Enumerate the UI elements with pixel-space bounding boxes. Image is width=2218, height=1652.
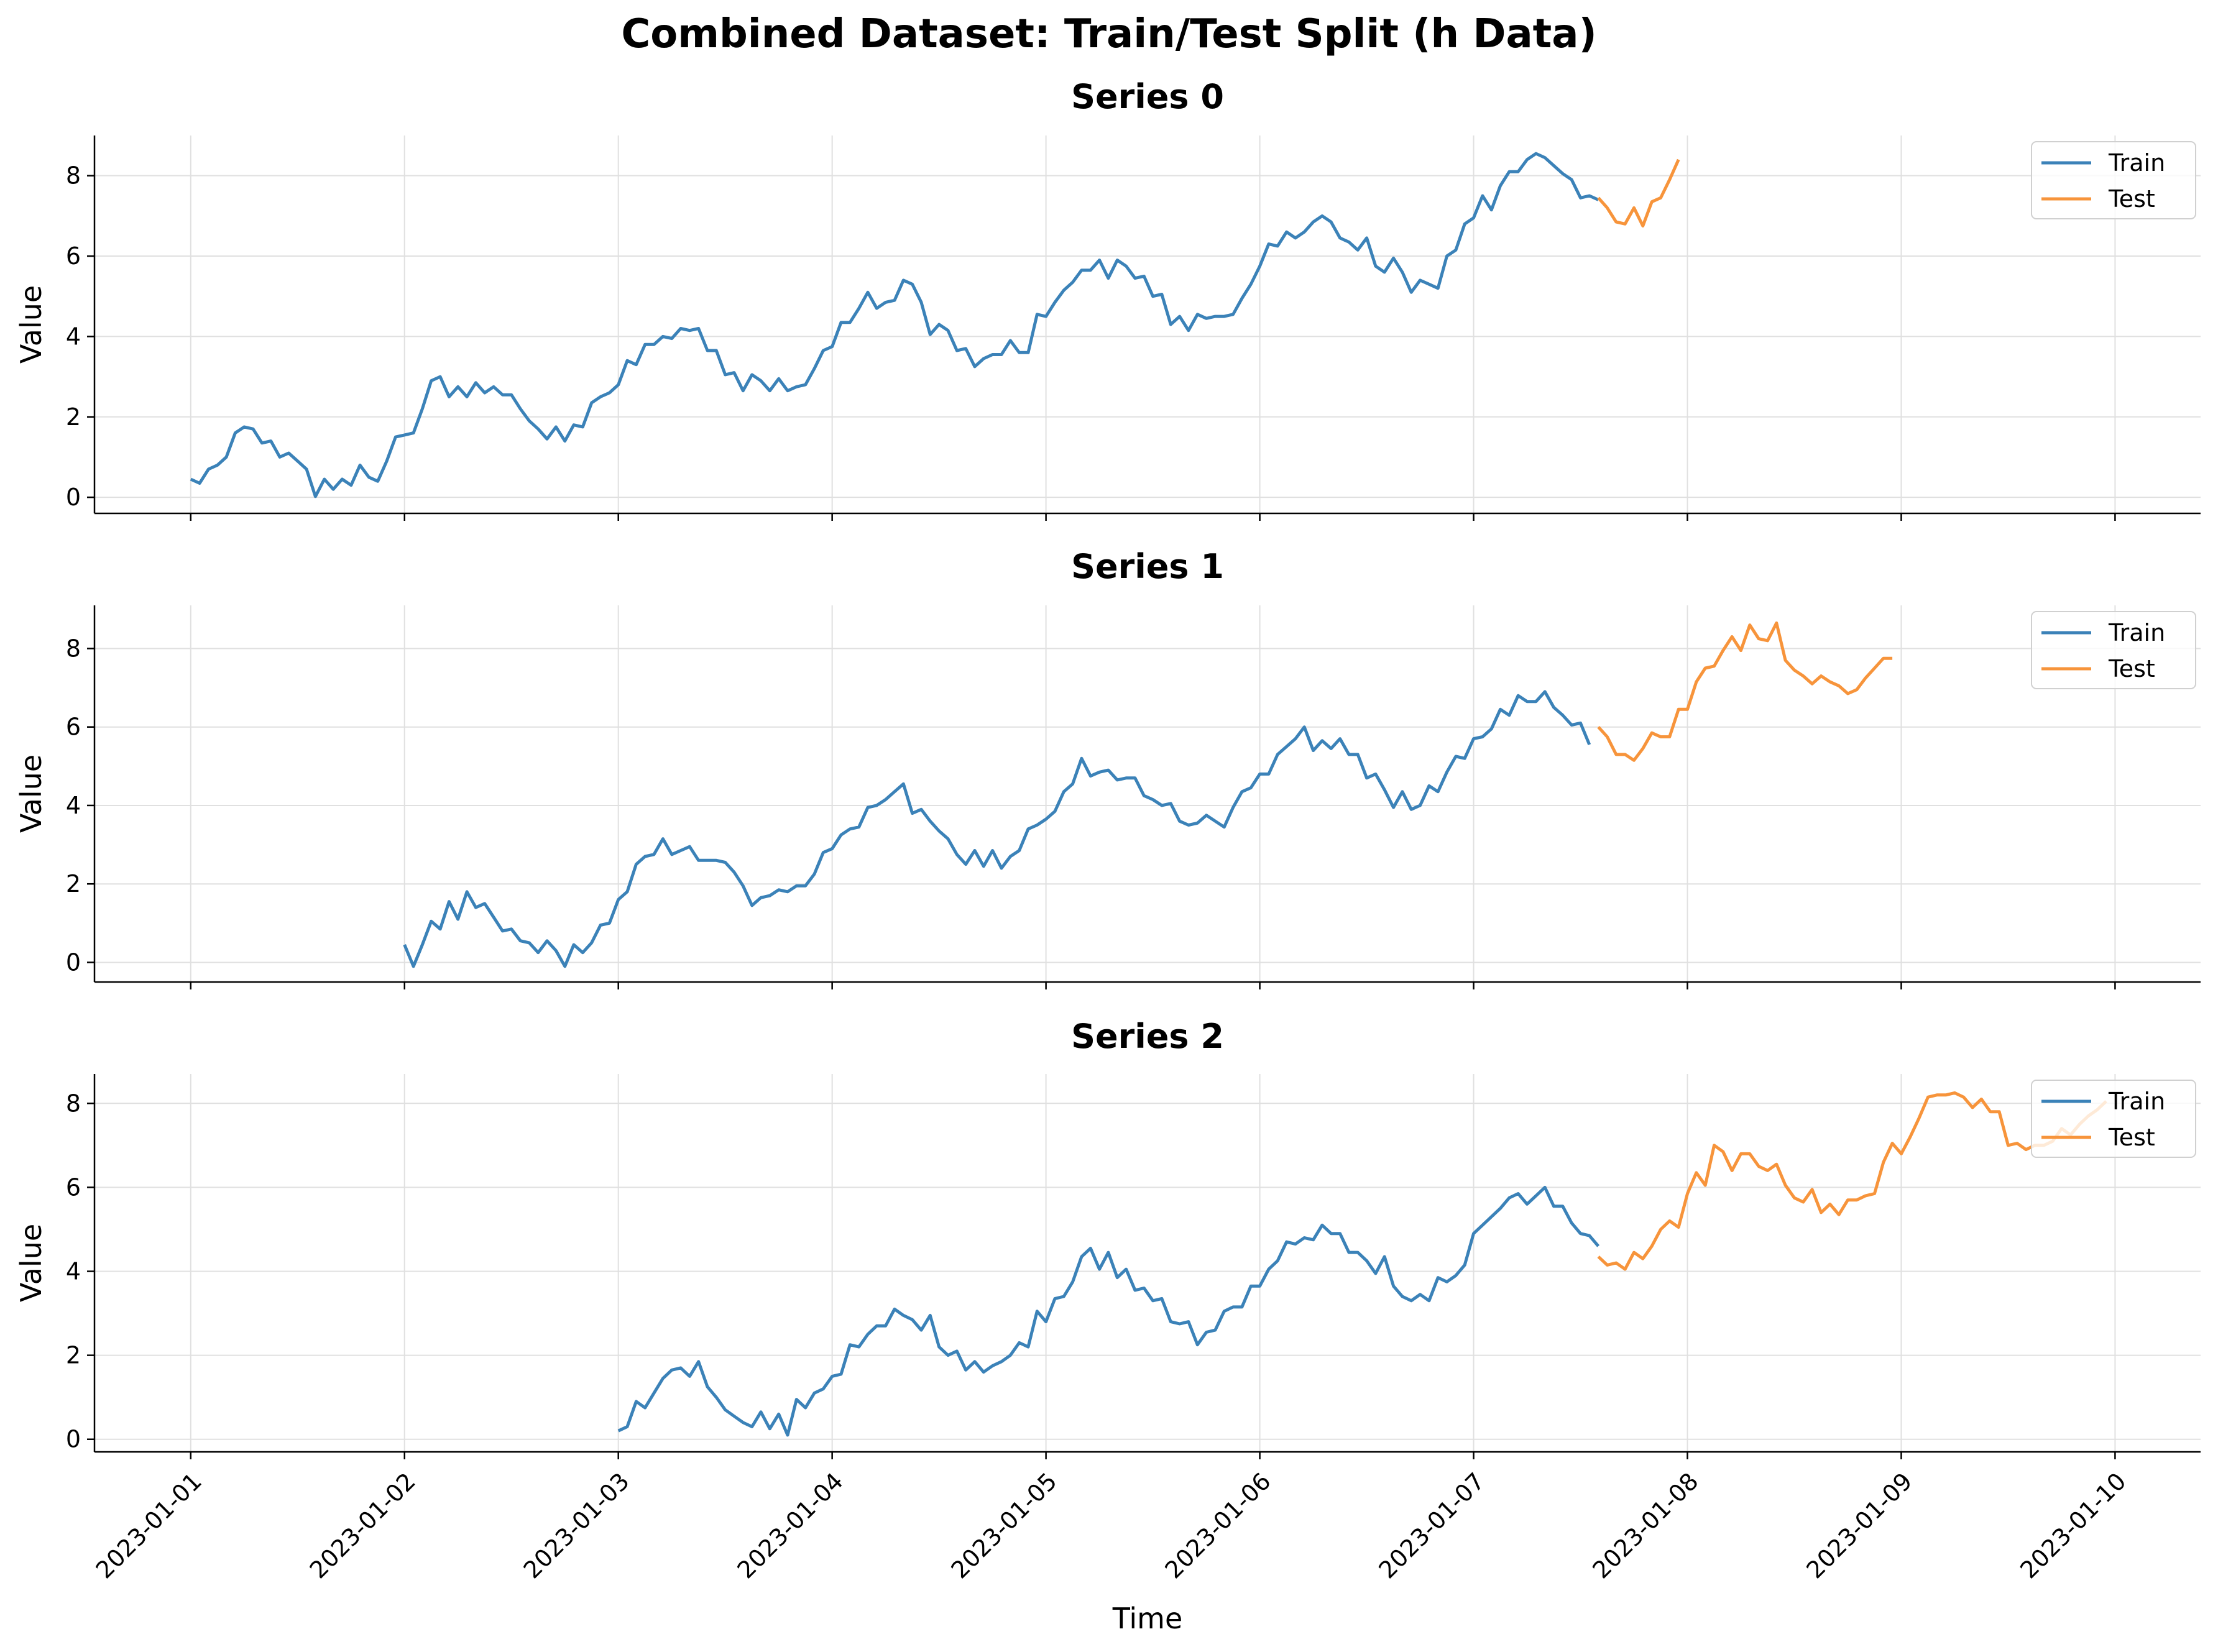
- x-axis-label: Time: [1112, 1602, 1183, 1635]
- legend-label-train: Train: [2108, 619, 2165, 646]
- y-tick-label: 2: [66, 870, 81, 897]
- panels: Series 0 0 2 4 6 8 Value Train Test Series 1 0 2 4 6 8…: [14, 77, 2201, 1584]
- panel-title: Series 2: [1071, 1017, 1224, 1056]
- legend: Train Test: [2031, 1080, 2196, 1158]
- legend-label-test: Test: [2108, 655, 2155, 682]
- panel-2: Series 2 0 2 4 6 8 2023-01-01 2023-01-02 2023-01…: [14, 1017, 2201, 1584]
- x-tick-label: 2023-01-05: [946, 1467, 1062, 1584]
- x-tick-label: 2023-01-01: [91, 1467, 207, 1584]
- x-tick-label: 2023-01-03: [518, 1467, 635, 1584]
- y-tick-label: 0: [66, 948, 81, 976]
- y-tick-label: 8: [66, 1090, 81, 1117]
- series-line-test: [1597, 621, 1893, 762]
- legend: Train Test: [2031, 611, 2196, 689]
- y-axis-label: Value: [14, 755, 48, 833]
- panel-1: Series 1 0 2 4 6 8 Value Train Test: [14, 547, 2201, 989]
- x-tick-label: 2023-01-07: [1373, 1467, 1489, 1584]
- series-line-train: [617, 1185, 1600, 1437]
- legend-label-train: Train: [2108, 1088, 2165, 1115]
- y-tick-label: 6: [66, 242, 81, 270]
- x-tick-label: 2023-01-08: [1587, 1467, 1703, 1584]
- y-tick-label: 0: [66, 1426, 81, 1453]
- series-line-train: [403, 690, 1591, 968]
- series-line-train: [190, 152, 1599, 498]
- y-tick-label: 2: [66, 403, 81, 431]
- series-line-test: [1597, 158, 1680, 227]
- legend-label-train: Train: [2108, 149, 2165, 177]
- y-axis-label: Value: [14, 1224, 48, 1302]
- figure-title: Combined Dataset: Train/Test Split (h Da…: [621, 11, 1596, 57]
- series-line-test: [1597, 1091, 2107, 1271]
- y-tick-label: 6: [66, 714, 81, 741]
- x-tick-label: 2023-01-06: [1159, 1467, 1276, 1584]
- x-tick-label: 2023-01-10: [2015, 1467, 2131, 1584]
- legend: Train Test: [2031, 141, 2196, 219]
- y-tick-label: 2: [66, 1342, 81, 1369]
- x-tick-label: 2023-01-02: [305, 1467, 421, 1584]
- y-tick-label: 8: [66, 635, 81, 662]
- legend-label-test: Test: [2108, 185, 2155, 213]
- panel-title: Series 0: [1071, 77, 1224, 116]
- x-tick-label: 2023-01-09: [1801, 1467, 1917, 1584]
- legend-label-test: Test: [2108, 1124, 2155, 1151]
- y-tick-label: 8: [66, 162, 81, 190]
- panel-0: Series 0 0 2 4 6 8 Value Train Test: [14, 77, 2201, 521]
- x-tick-label: 2023-01-04: [732, 1467, 849, 1584]
- y-axis-label: Value: [14, 285, 48, 364]
- y-tick-label: 4: [66, 792, 81, 819]
- y-tick-label: 4: [66, 1258, 81, 1285]
- y-tick-label: 0: [66, 484, 81, 511]
- y-tick-label: 6: [66, 1173, 81, 1201]
- y-tick-label: 4: [66, 323, 81, 350]
- panel-title: Series 1: [1071, 547, 1224, 586]
